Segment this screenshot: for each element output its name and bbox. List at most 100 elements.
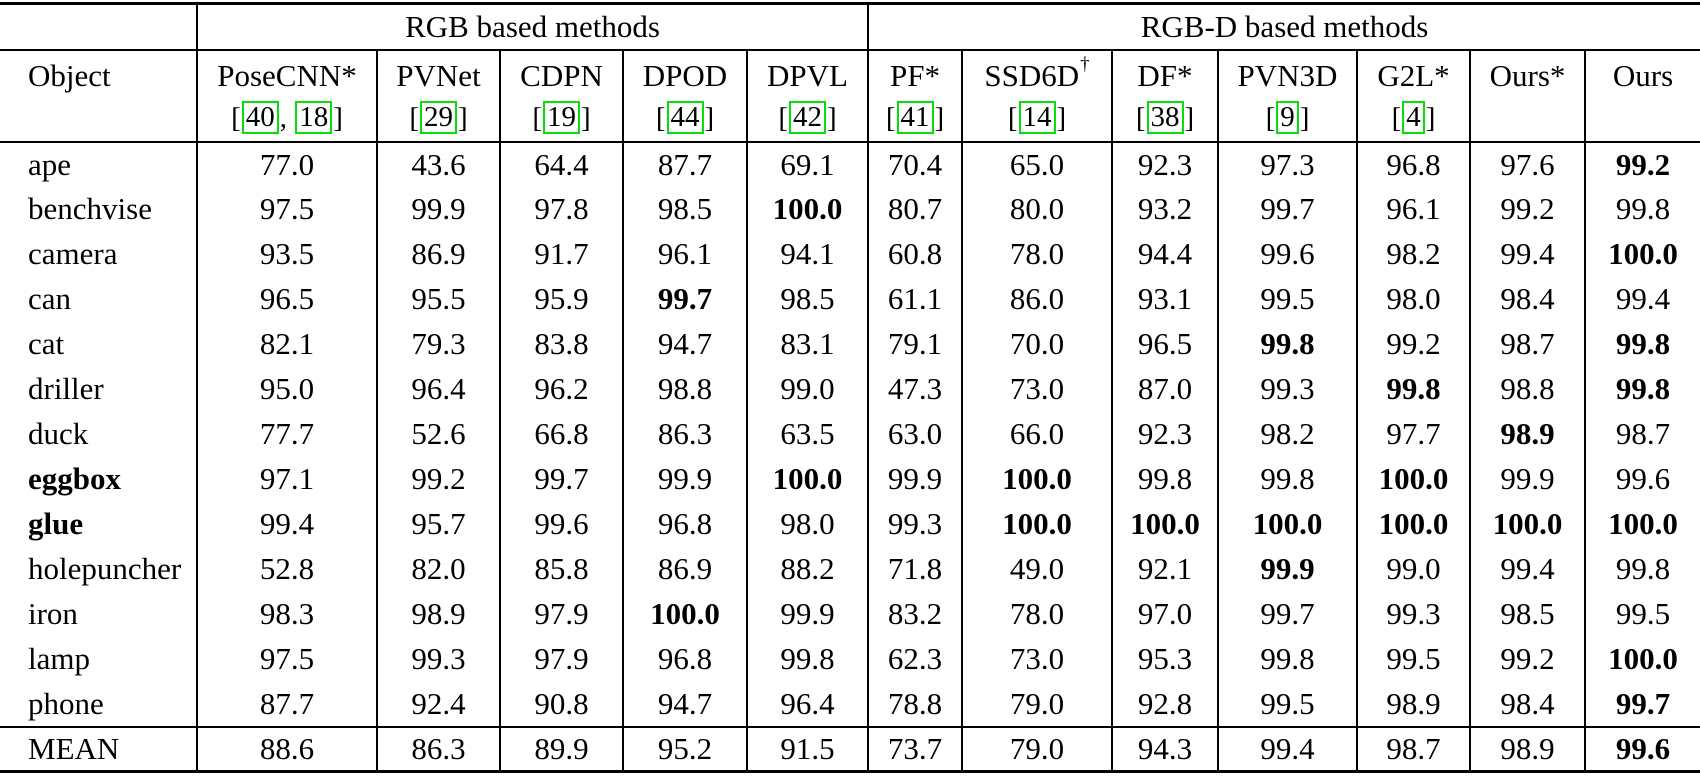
citation-row: [29] <box>379 100 499 139</box>
column-name-text: DF* <box>1137 57 1193 93</box>
dagger-superscript: † <box>1080 53 1090 75</box>
column-name-text: DPVL <box>767 57 848 93</box>
value-cell: 98.7 <box>1583 411 1700 457</box>
value-cell: 100.0 <box>746 456 868 502</box>
value-cell: 98.7 <box>1469 321 1585 367</box>
column-name: Ours* <box>1472 51 1584 101</box>
value-cell: 99.7 <box>1583 681 1700 727</box>
object-cell: ape <box>28 146 72 182</box>
value-cell: 99.5 <box>1583 591 1700 637</box>
value-cell: 97.7 <box>1356 411 1470 457</box>
citation-link[interactable]: 44 <box>666 100 704 134</box>
citation-bracket: [ <box>409 101 419 134</box>
value-cell: 99.4 <box>1469 231 1585 277</box>
value-cell: 99.0 <box>1356 546 1470 592</box>
value-cell: 99.8 <box>1217 321 1357 367</box>
column-header-ours: Ours* <box>1469 49 1585 143</box>
citation-bracket: [ <box>885 101 896 134</box>
value-cell: 96.8 <box>622 501 747 547</box>
citation-row: [19] <box>502 100 622 139</box>
column-header-pvn3d: PVN3D [9] <box>1217 49 1357 143</box>
citation-link[interactable]: 38 <box>1146 100 1184 134</box>
value-cell: 79.1 <box>867 321 962 367</box>
object-cell: benchvise <box>28 191 152 226</box>
column-header-posecnn: PoseCNN* [40, 18] <box>196 49 377 143</box>
value-cell: 99.4 <box>1469 546 1585 592</box>
value-cell: 95.0 <box>196 366 377 412</box>
value-cell: 79.3 <box>376 321 500 367</box>
value-cell: 99.9 <box>1469 456 1585 502</box>
value-cell: 99.3 <box>1217 366 1357 412</box>
value-cell: 96.4 <box>746 681 868 727</box>
table-row-glue: glue 99.4 95.7 99.6 96.8 98.0 99.3 100.0 100.0 10… <box>0 501 1700 547</box>
value-cell: 78.0 <box>961 591 1112 637</box>
mean-row: MEAN 88.6 86.3 89.9 95.2 91.5 73.7 79.0 94.3 99.4… <box>0 725 1700 773</box>
value-cell: 63.0 <box>867 411 962 457</box>
column-header-pvnet: PVNet [29] <box>376 49 500 143</box>
column-header-row: Object PoseCNN*[40, 18] PVNet [29] CDPN[19] D… <box>0 49 1700 143</box>
value-cell: 88.2 <box>746 546 868 592</box>
citation-link[interactable]: 40 <box>241 100 279 134</box>
citation-link[interactable]: 29 <box>420 100 457 134</box>
object-cell: holepuncher <box>28 551 182 586</box>
table-row-benchvise: benchvise 97.5 99.9 97.8 98.5 100.0 80.7 80.0 93… <box>0 186 1700 232</box>
value-cell: 62.3 <box>867 636 962 682</box>
value-cell: 99.2 <box>376 456 500 502</box>
value-cell: 99.9 <box>746 591 868 637</box>
citation-row: [42] <box>749 100 867 139</box>
value-cell: 79.0 <box>961 725 1112 773</box>
value-cell: 78.8 <box>867 681 962 727</box>
table-row-eggbox: eggbox 97.1 99.2 99.7 99.9 100.0 99.9 100.0 99.8… <box>0 456 1700 502</box>
column-name-text: PVNet <box>396 57 481 93</box>
value-cell: 99.9 <box>867 456 962 502</box>
value-cell: 100.0 <box>1469 501 1585 547</box>
object-cell: cat <box>28 326 65 361</box>
column-name-text: Object <box>28 57 111 93</box>
value-cell: 80.0 <box>961 186 1112 232</box>
value-cell: 99.7 <box>1217 186 1357 232</box>
value-cell: 97.8 <box>499 186 623 232</box>
value-cell: 100.0 <box>1583 501 1700 547</box>
value-cell: 99.9 <box>376 186 500 232</box>
table-row-lamp: lamp 97.5 99.3 97.9 96.8 99.8 62.3 73.0 95.3 99.8… <box>0 636 1700 682</box>
column-name-text: PVN3D <box>1237 57 1338 93</box>
object-cell: glue <box>28 506 84 541</box>
citation-link[interactable]: 18 <box>295 100 333 134</box>
citation-link[interactable]: 19 <box>543 100 580 134</box>
value-cell: 82.1 <box>196 321 377 367</box>
value-cell: 99.6 <box>1583 725 1700 773</box>
object-cell: camera <box>28 236 118 271</box>
value-cell: 99.8 <box>1217 636 1357 682</box>
citation-link[interactable]: 9 <box>1276 100 1299 134</box>
value-cell: 73.0 <box>961 366 1112 412</box>
citation-link[interactable]: 4 <box>1402 100 1425 134</box>
table-row-iron: iron 98.3 98.9 97.9 100.0 99.9 83.2 78.0 97.0 99.… <box>0 591 1700 637</box>
value-cell: 95.9 <box>499 276 623 322</box>
value-cell: 99.5 <box>1217 681 1357 727</box>
value-cell: 98.8 <box>622 366 747 412</box>
value-cell: 98.3 <box>196 591 377 637</box>
value-cell: 100.0 <box>1217 501 1357 547</box>
value-cell: 100.0 <box>961 501 1112 547</box>
value-cell: 87.7 <box>196 681 377 727</box>
citation-link[interactable]: 41 <box>896 100 934 134</box>
column-name-text: Ours* <box>1489 57 1566 93</box>
citation-link[interactable]: 14 <box>1018 100 1056 134</box>
citation-link[interactable]: 42 <box>789 100 826 134</box>
value-cell: 78.0 <box>961 231 1112 277</box>
column-name-text: SSD6D <box>984 57 1080 93</box>
column-name: CDPN <box>502 51 622 101</box>
object-cell: iron <box>28 596 78 631</box>
group-header-row: RGB based methods RGB-D based methods <box>0 2 1700 51</box>
value-cell: 98.5 <box>1469 591 1585 637</box>
value-cell: 86.3 <box>622 411 747 457</box>
value-cell: 70.4 <box>867 141 962 187</box>
value-cell: 100.0 <box>1356 456 1470 502</box>
column-name: PVN3D <box>1220 51 1356 101</box>
value-cell: 77.7 <box>196 411 377 457</box>
value-cell: 100.0 <box>1583 231 1700 277</box>
value-cell: 91.7 <box>499 231 623 277</box>
value-cell: 97.9 <box>499 636 623 682</box>
value-cell: 96.4 <box>376 366 500 412</box>
value-cell: 100.0 <box>1356 501 1470 547</box>
